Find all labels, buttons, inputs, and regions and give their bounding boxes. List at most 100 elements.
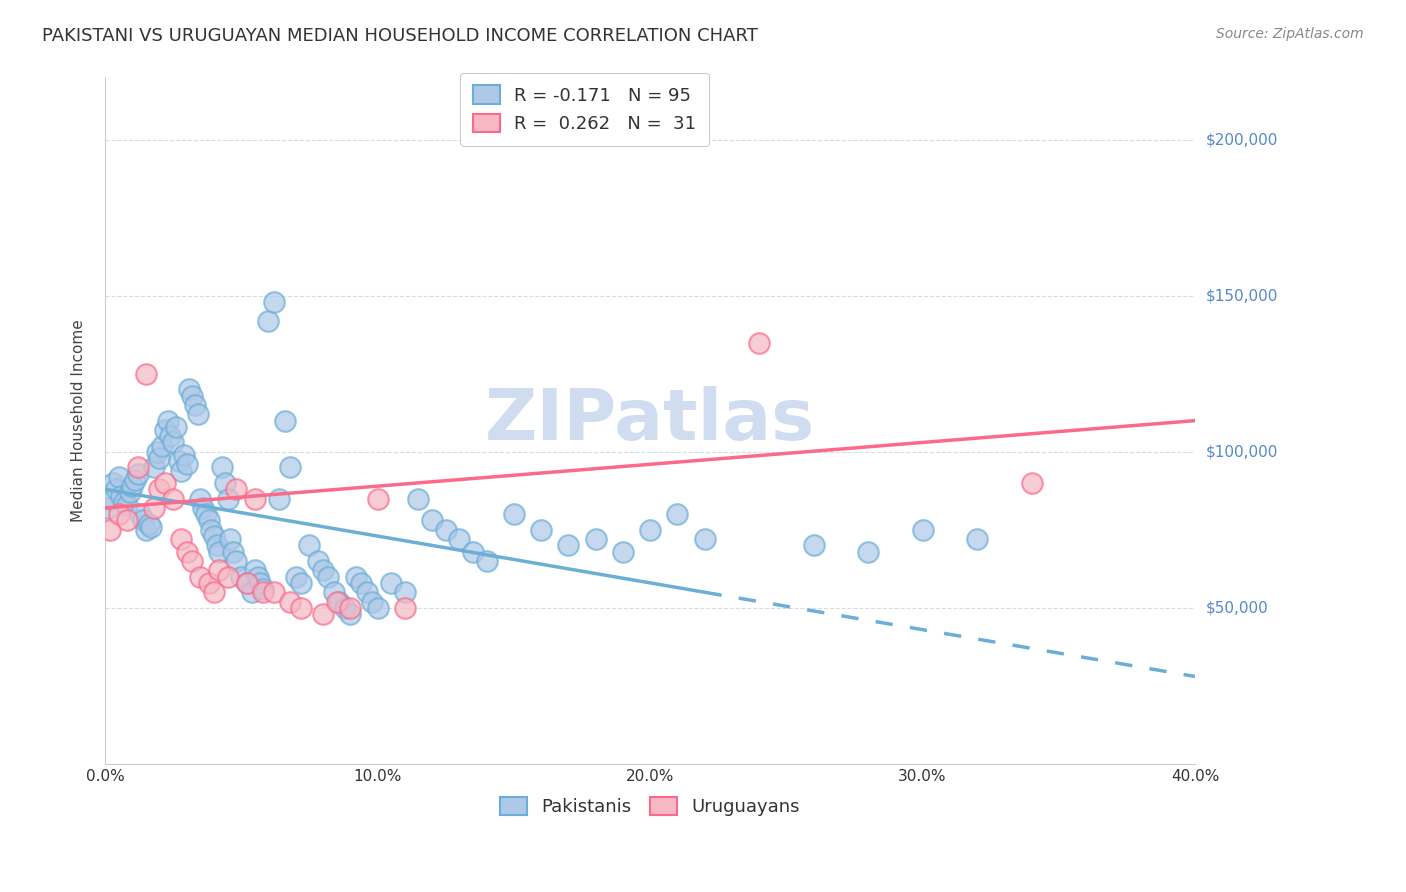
Point bbox=[170, 464, 193, 478]
Point bbox=[356, 585, 378, 599]
Point bbox=[191, 500, 214, 515]
Point bbox=[202, 585, 225, 599]
Point bbox=[278, 460, 301, 475]
Point bbox=[638, 523, 661, 537]
Point bbox=[104, 483, 127, 497]
Point bbox=[307, 554, 329, 568]
Point bbox=[208, 563, 231, 577]
Point bbox=[181, 389, 204, 403]
Point bbox=[312, 607, 335, 621]
Point bbox=[461, 544, 484, 558]
Point bbox=[159, 429, 181, 443]
Point bbox=[219, 532, 242, 546]
Point bbox=[269, 491, 291, 506]
Point bbox=[197, 575, 219, 590]
Point bbox=[278, 594, 301, 608]
Point bbox=[143, 500, 166, 515]
Point bbox=[190, 569, 212, 583]
Point bbox=[148, 483, 170, 497]
Point bbox=[344, 569, 367, 583]
Point bbox=[138, 516, 160, 531]
Point bbox=[361, 594, 384, 608]
Legend: Pakistanis, Uruguayans: Pakistanis, Uruguayans bbox=[494, 789, 807, 823]
Point bbox=[208, 544, 231, 558]
Point bbox=[557, 538, 579, 552]
Point bbox=[176, 458, 198, 472]
Text: $200,000: $200,000 bbox=[1206, 132, 1278, 147]
Point bbox=[101, 476, 124, 491]
Point bbox=[246, 569, 269, 583]
Point bbox=[394, 585, 416, 599]
Point bbox=[318, 569, 340, 583]
Point bbox=[141, 519, 163, 533]
Point bbox=[231, 569, 253, 583]
Point bbox=[162, 435, 184, 450]
Point bbox=[107, 470, 129, 484]
Point bbox=[118, 485, 141, 500]
Point bbox=[132, 513, 155, 527]
Point bbox=[197, 513, 219, 527]
Point bbox=[420, 513, 443, 527]
Point bbox=[290, 600, 312, 615]
Point bbox=[170, 532, 193, 546]
Point bbox=[693, 532, 716, 546]
Point bbox=[274, 414, 297, 428]
Point bbox=[127, 460, 149, 475]
Point bbox=[803, 538, 825, 552]
Point bbox=[252, 585, 274, 599]
Point bbox=[110, 489, 132, 503]
Point bbox=[284, 569, 307, 583]
Point bbox=[243, 491, 266, 506]
Y-axis label: Median Household Income: Median Household Income bbox=[72, 319, 86, 522]
Point bbox=[217, 569, 239, 583]
Point bbox=[249, 575, 271, 590]
Point bbox=[97, 500, 120, 515]
Point bbox=[225, 483, 247, 497]
Point bbox=[366, 491, 388, 506]
Point bbox=[115, 513, 138, 527]
Point bbox=[194, 507, 217, 521]
Point bbox=[240, 585, 263, 599]
Point bbox=[257, 314, 280, 328]
Point bbox=[135, 523, 157, 537]
Point bbox=[856, 544, 879, 558]
Point bbox=[156, 414, 179, 428]
Point bbox=[449, 532, 471, 546]
Point bbox=[205, 538, 228, 552]
Point bbox=[112, 494, 135, 508]
Point bbox=[217, 491, 239, 506]
Point bbox=[530, 523, 553, 537]
Point bbox=[325, 594, 347, 608]
Point bbox=[162, 491, 184, 506]
Point bbox=[165, 420, 187, 434]
Point bbox=[243, 563, 266, 577]
Point bbox=[252, 582, 274, 596]
Point bbox=[408, 491, 430, 506]
Point bbox=[333, 600, 356, 615]
Point bbox=[911, 523, 934, 537]
Point bbox=[115, 498, 138, 512]
Point bbox=[394, 600, 416, 615]
Point bbox=[202, 529, 225, 543]
Point bbox=[200, 523, 222, 537]
Point bbox=[153, 423, 176, 437]
Text: $100,000: $100,000 bbox=[1206, 444, 1278, 459]
Point bbox=[235, 575, 257, 590]
Text: $150,000: $150,000 bbox=[1206, 288, 1278, 303]
Text: PAKISTANI VS URUGUAYAN MEDIAN HOUSEHOLD INCOME CORRELATION CHART: PAKISTANI VS URUGUAYAN MEDIAN HOUSEHOLD … bbox=[42, 27, 758, 45]
Point bbox=[100, 491, 122, 506]
Point bbox=[612, 544, 634, 558]
Point bbox=[434, 523, 457, 537]
Point bbox=[502, 507, 524, 521]
Point bbox=[181, 554, 204, 568]
Point bbox=[666, 507, 689, 521]
Point bbox=[585, 532, 607, 546]
Point bbox=[350, 575, 373, 590]
Point bbox=[214, 476, 236, 491]
Point bbox=[312, 563, 335, 577]
Point bbox=[475, 554, 498, 568]
Point bbox=[380, 575, 402, 590]
Point bbox=[167, 454, 190, 468]
Point bbox=[124, 473, 146, 487]
Point bbox=[187, 408, 209, 422]
